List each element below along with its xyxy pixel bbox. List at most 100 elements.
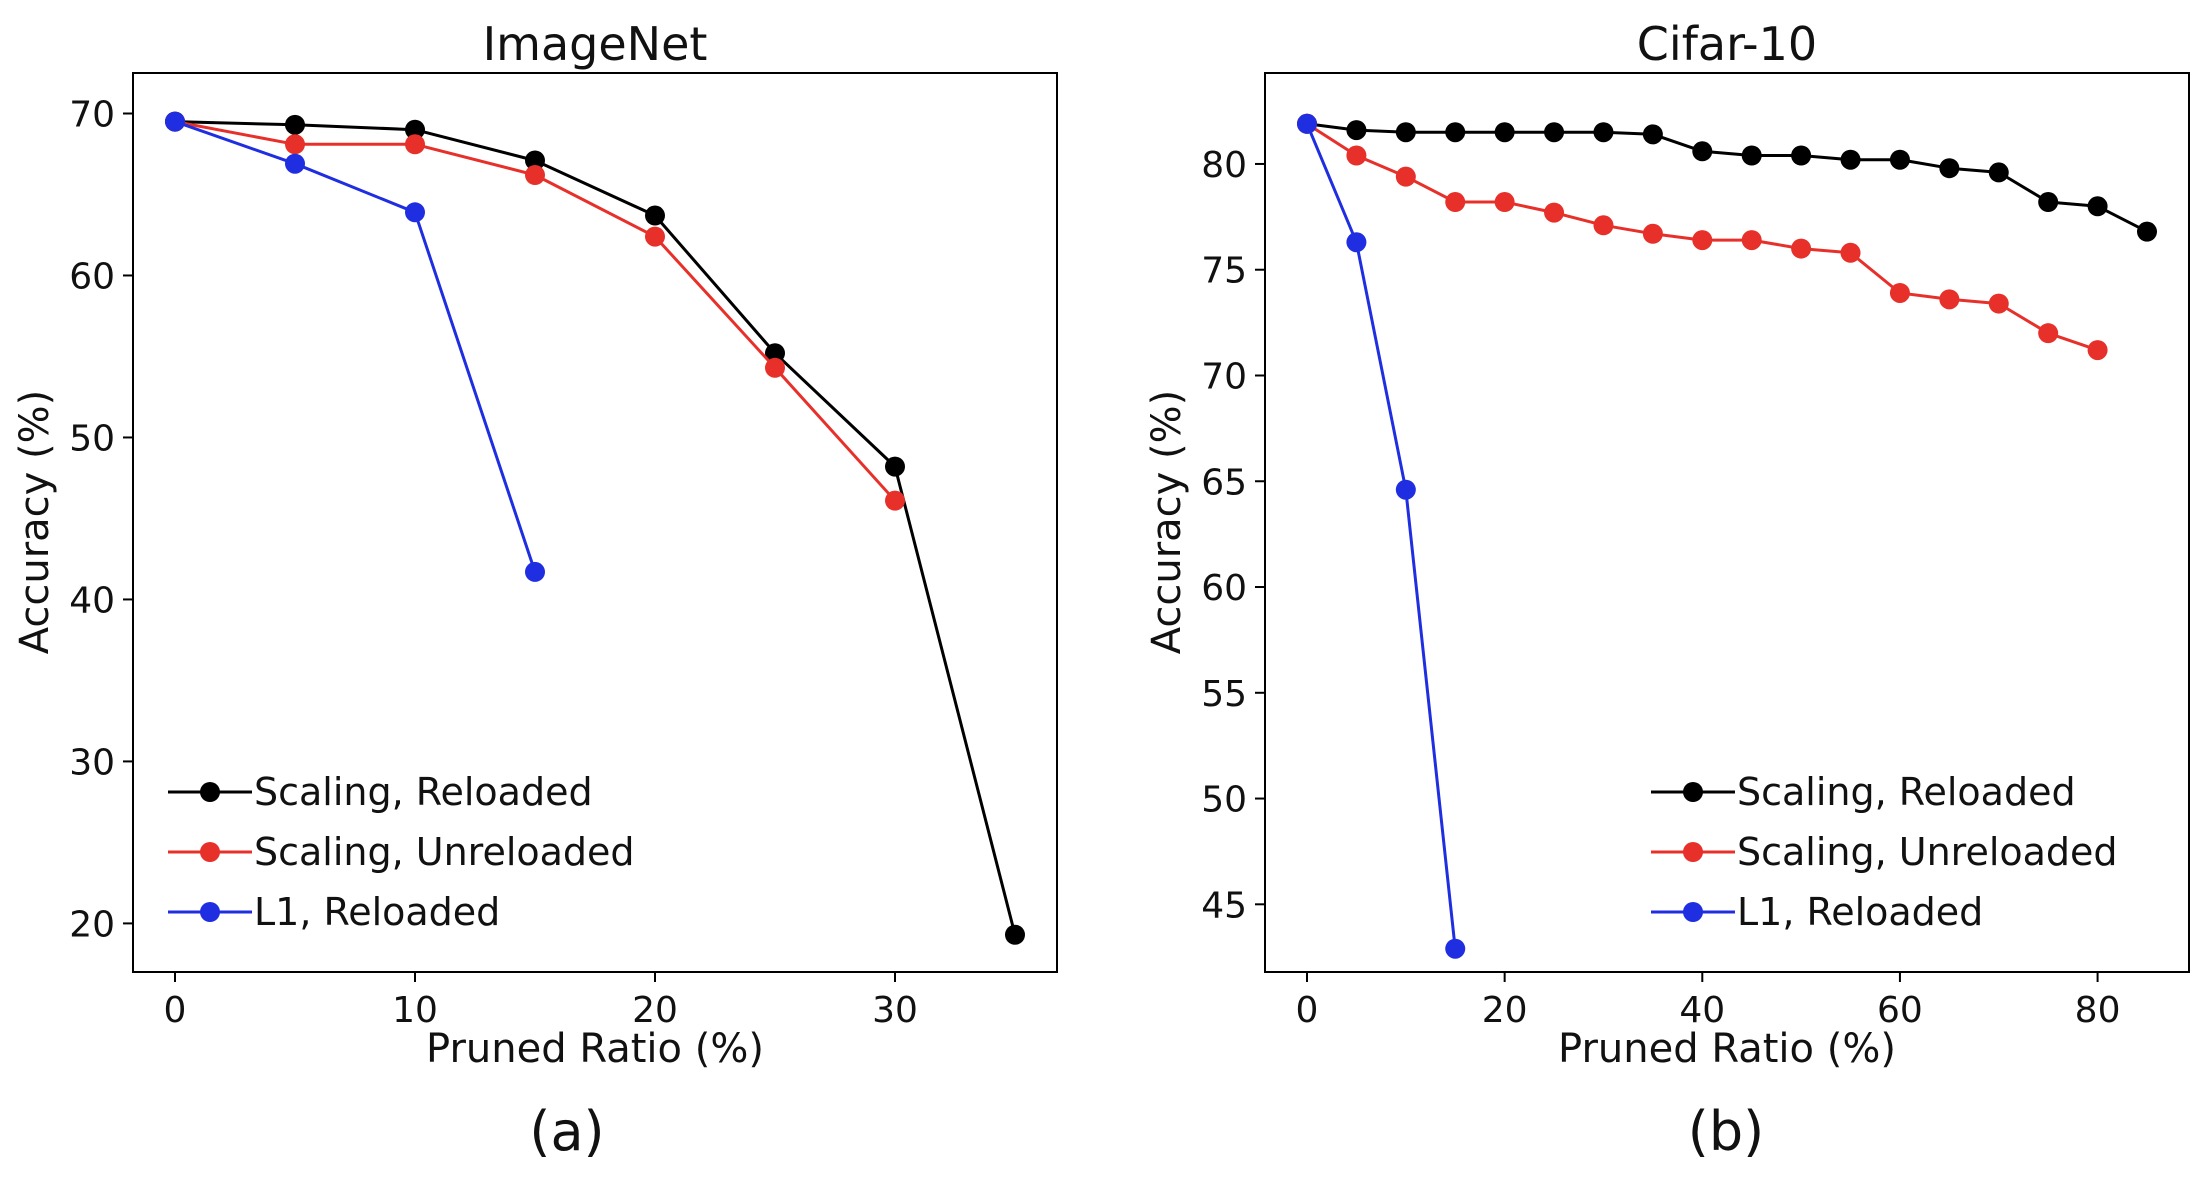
data-point [1395,122,1416,143]
data-point [1005,924,1025,945]
data-point [1741,145,1762,166]
legend-label: L1, Reloaded [1737,890,1983,934]
x-axis-label: Pruned Ratio (%) [426,1026,764,1072]
data-point [2087,340,2108,361]
data-point [1445,938,1466,959]
data-point [2137,221,2157,242]
y-tick-label: 60 [69,256,115,297]
data-point [405,119,425,140]
data-point [1395,479,1416,500]
x-tick-label: 60 [1877,990,1923,1031]
x-tick-label: 0 [1296,990,1319,1031]
chart-title: ImageNet [483,17,708,71]
legend-label: L1, Reloaded [254,890,500,934]
data-point [285,114,305,135]
data-point [1544,122,1565,143]
data-point [1692,141,1713,162]
x-tick-label: 30 [872,990,918,1031]
data-point [525,165,545,186]
series-line [1306,122,2148,233]
series-group [1297,113,2157,959]
x-tick-label: 20 [1482,990,1528,1031]
data-point [645,226,665,247]
data-point [1297,113,1317,134]
y-tick-label: 65 [1201,462,1247,503]
data-point [1395,166,1416,187]
data-point [285,134,305,155]
y-tick-label: 50 [1201,780,1247,821]
x-axis-label: Pruned Ratio (%) [1558,1026,1896,1072]
y-axis-label: Accuracy (%) [1144,390,1190,655]
axis-ticks: 0 10 20 30 20 30 40 50 60 70 [69,94,918,1031]
data-point [1939,158,1960,179]
data-point [1346,120,1367,141]
data-point [405,202,425,223]
data-point [1988,162,2009,183]
y-axis-label: Accuracy (%) [12,390,58,655]
series-line [1305,123,1457,949]
data-point [1988,293,2009,314]
series-line [174,120,1017,936]
legend-marker [1683,902,1703,922]
data-point [1346,232,1367,253]
legend-label: Scaling, Unreloaded [1737,830,2118,874]
y-tick-label: 80 [1201,145,1247,186]
chart-title: Cifar-10 [1637,17,1817,71]
legend-marker [200,902,220,922]
data-point [885,490,905,511]
data-point [2038,192,2059,213]
data-point [1445,192,1466,213]
data-point [285,153,305,174]
plot-frame [132,72,1058,973]
data-point [1445,122,1466,143]
data-point [885,456,905,477]
legend-marker [200,842,220,862]
axis-ticks: 0 20 40 60 80 45 50 55 60 65 70 75 80 [1201,145,2120,1031]
y-tick-label: 70 [1201,356,1247,397]
data-point [525,561,545,582]
data-point [1593,215,1614,236]
chart-cifar10: Cifar-10 0 20 40 60 80 45 50 55 60 65 70 75 80 Prune… [1144,17,2190,1163]
y-tick-label: 30 [69,742,115,783]
data-point [1741,230,1762,251]
data-point [165,111,185,132]
legend-marker [1683,842,1703,862]
legend-label: Scaling, Unreloaded [254,830,635,874]
panel-caption: (a) [529,1100,604,1163]
y-tick-label: 60 [1201,568,1247,609]
legend-marker [200,782,220,802]
series-line [174,120,537,573]
chart-imagenet: ImageNet 0 10 20 30 20 30 40 50 60 70 Pruned Rati… [12,17,1058,1163]
data-point [765,357,785,378]
legend: Scaling, Reloaded Scaling, Unreloaded L1, … [1651,770,2118,934]
data-point [765,343,785,364]
y-tick-label: 20 [69,904,115,945]
x-tick-label: 10 [392,990,438,1031]
y-tick-label: 45 [1201,885,1247,926]
data-point [2038,323,2059,344]
y-tick-label: 75 [1201,251,1247,292]
data-point [1889,149,1910,170]
data-point [1544,202,1565,223]
data-point [1642,124,1663,145]
x-tick-label: 40 [1679,990,1725,1031]
data-point [1840,242,1861,263]
legend-label: Scaling, Reloaded [1737,770,2076,814]
x-tick-label: 80 [2075,990,2121,1031]
data-point [1939,289,1960,310]
data-point [1692,230,1713,251]
data-point [645,205,665,226]
panel-caption: (b) [1688,1100,1764,1163]
x-tick-label: 0 [164,990,187,1031]
data-point [525,150,545,171]
data-point [1494,192,1515,213]
data-point [1593,122,1614,143]
x-tick-label: 20 [632,990,678,1031]
legend: Scaling, Reloaded Scaling, Unreloaded L1, … [168,770,635,934]
data-point [1840,149,1861,170]
series-group [165,111,1025,945]
y-tick-label: 55 [1201,674,1247,715]
data-point [1346,145,1367,166]
data-point [1889,282,1910,303]
